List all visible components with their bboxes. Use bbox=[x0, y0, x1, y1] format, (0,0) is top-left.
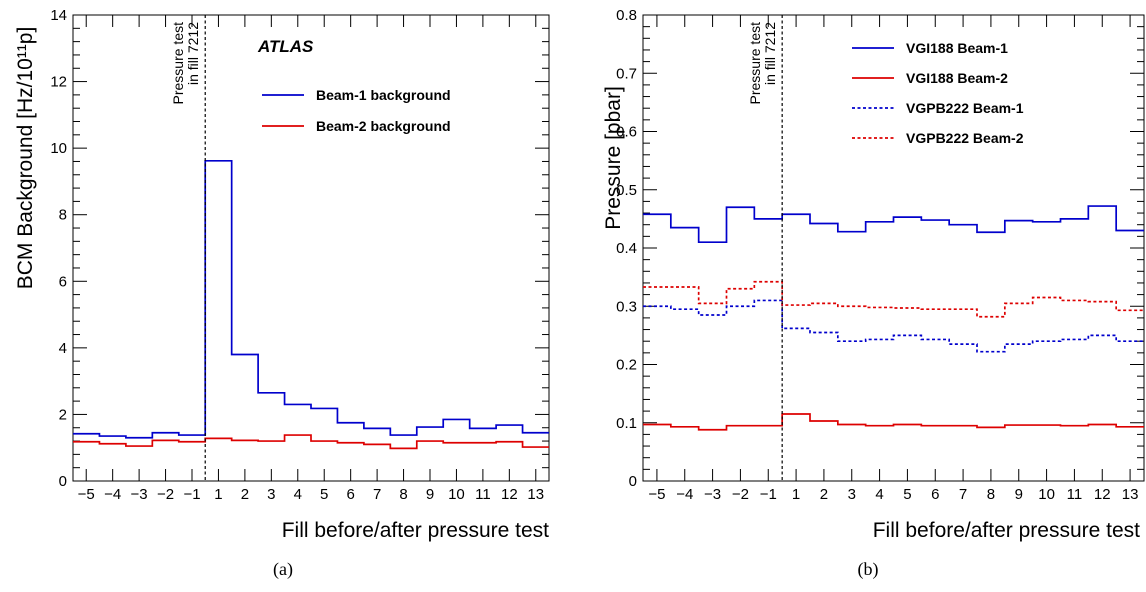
y-tick-label: 0.1 bbox=[616, 415, 637, 432]
series-line-2 bbox=[643, 413, 1144, 431]
legend-label: Beam-1 background bbox=[316, 87, 451, 103]
x-axis-title: Fill before/after pressure test bbox=[873, 519, 1140, 542]
experiment-label: ATLAS bbox=[257, 37, 314, 56]
x-tick-label: −5 bbox=[78, 486, 95, 503]
annotation-line: in fill 7212 bbox=[185, 22, 201, 85]
legend-label: VGPB222 Beam-1 bbox=[906, 100, 1024, 116]
y-tick-label: 12 bbox=[50, 74, 67, 91]
x-tick-label: 1 bbox=[792, 486, 800, 503]
x-tick-label: −2 bbox=[732, 486, 749, 503]
y-tick-label: 0.5 bbox=[616, 182, 637, 199]
series-line-1 bbox=[73, 159, 549, 439]
x-tick-label: 9 bbox=[426, 486, 434, 503]
x-tick-label: −3 bbox=[131, 486, 148, 503]
x-tick-label: 1 bbox=[214, 486, 222, 503]
x-tick-label: −1 bbox=[183, 486, 200, 503]
x-tick-label: 4 bbox=[294, 486, 302, 503]
x-tick-label: 4 bbox=[875, 486, 883, 503]
y-tick-label: 0.4 bbox=[616, 240, 637, 257]
annotation-line: Pressure test bbox=[747, 22, 763, 105]
x-tick-label: 6 bbox=[931, 486, 939, 503]
y-tick-label: 8 bbox=[59, 207, 67, 224]
x-tick-label: −4 bbox=[676, 486, 693, 503]
x-tick-label: 6 bbox=[346, 486, 354, 503]
y-tick-label: 0.2 bbox=[616, 357, 637, 374]
y-tick-label: 0.7 bbox=[616, 65, 637, 82]
x-tick-label: −3 bbox=[704, 486, 721, 503]
x-tick-label: −1 bbox=[760, 486, 777, 503]
x-axis-title: Fill before/after pressure test bbox=[282, 519, 549, 542]
x-tick-label: 8 bbox=[399, 486, 407, 503]
legend-label: VGPB222 Beam-2 bbox=[906, 130, 1024, 146]
x-tick-label: 10 bbox=[1038, 486, 1055, 503]
x-tick-label: 11 bbox=[475, 486, 491, 503]
x-tick-label: −2 bbox=[157, 486, 174, 503]
y-axis-title: Pressure [pbar] bbox=[602, 86, 625, 230]
x-tick-label: 13 bbox=[527, 486, 544, 503]
x-tick-label: 13 bbox=[1122, 486, 1139, 503]
x-tick-label: 5 bbox=[320, 486, 328, 503]
x-tick-label: −5 bbox=[648, 486, 665, 503]
plot-frame bbox=[72, 14, 550, 482]
x-tick-label: 7 bbox=[959, 486, 967, 503]
series-line-3 bbox=[643, 299, 1144, 353]
y-tick-label: 4 bbox=[59, 340, 67, 357]
y-tick-label: 0 bbox=[59, 473, 67, 490]
y-tick-label: 10 bbox=[50, 140, 67, 157]
plot-frame bbox=[642, 14, 1145, 482]
x-tick-label: 7 bbox=[373, 486, 381, 503]
y-tick-label: 0.6 bbox=[616, 124, 637, 141]
y-tick-label: 0 bbox=[629, 473, 637, 490]
x-tick-label: 3 bbox=[267, 486, 275, 503]
series-line-1 bbox=[643, 205, 1144, 244]
x-tick-label: 5 bbox=[903, 486, 911, 503]
pressure-test-annotation: Pressure testin fill 7212 bbox=[747, 22, 778, 105]
x-tick-label: 10 bbox=[448, 486, 465, 503]
x-tick-label: 3 bbox=[848, 486, 856, 503]
series-line-4 bbox=[643, 280, 1144, 318]
x-tick-label: −4 bbox=[104, 486, 121, 503]
legend-label: VGI188 Beam-2 bbox=[906, 70, 1008, 86]
legend-label: VGI188 Beam-1 bbox=[906, 40, 1008, 56]
chart-panel-b: 00.10.20.30.40.50.60.70.8−5 −4 −3 −2 −1 1 2 3 4 5… bbox=[602, 7, 1145, 580]
pressure-test-annotation: Pressure testin fill 7212 bbox=[170, 22, 201, 105]
x-tick-label: 9 bbox=[1015, 486, 1023, 503]
y-tick-label: 2 bbox=[59, 406, 67, 423]
y-tick-label: 6 bbox=[59, 273, 67, 290]
panel-caption: (a) bbox=[273, 559, 293, 580]
annotation-line: in fill 7212 bbox=[762, 22, 778, 85]
x-tick-label: 11 bbox=[1067, 486, 1083, 503]
y-tick-label: 0.8 bbox=[616, 7, 637, 24]
x-tick-label: 8 bbox=[987, 486, 995, 503]
annotation-line: Pressure test bbox=[170, 22, 186, 105]
legend-label: Beam-2 background bbox=[316, 118, 451, 134]
x-tick-label: 2 bbox=[241, 486, 249, 503]
x-tick-label: 12 bbox=[501, 486, 518, 503]
series-line-2 bbox=[73, 434, 549, 450]
y-tick-label: 0.3 bbox=[616, 298, 637, 315]
x-tick-label: 2 bbox=[820, 486, 828, 503]
y-axis-title: BCM Background [Hz/10¹¹p] bbox=[14, 27, 37, 290]
y-tick-label: 14 bbox=[50, 7, 67, 24]
panel-caption: (b) bbox=[858, 559, 879, 580]
x-tick-label: 12 bbox=[1094, 486, 1111, 503]
